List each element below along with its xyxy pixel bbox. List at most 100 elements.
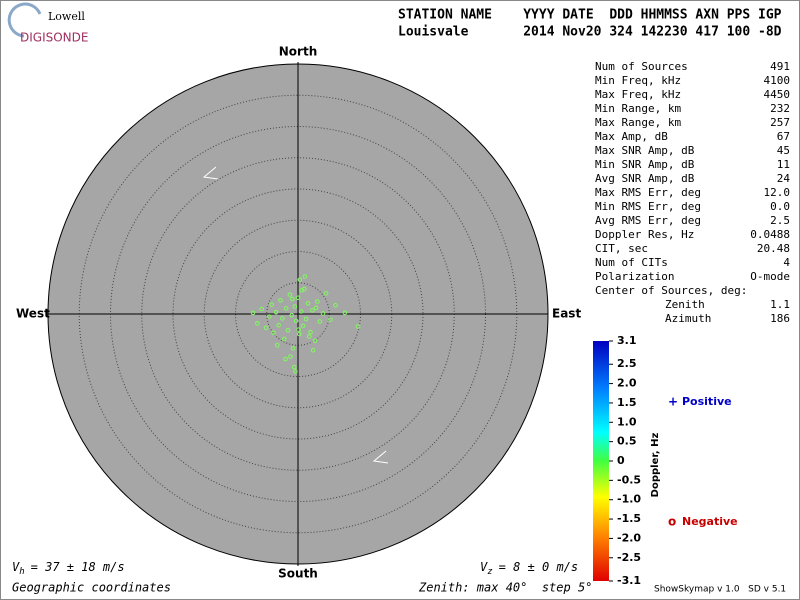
source-point — [291, 364, 297, 370]
source-point — [275, 342, 280, 348]
source-point — [255, 321, 260, 326]
source-point — [328, 317, 333, 322]
colorbar-tick-label: 3.1 — [617, 334, 637, 347]
stat-value: 0.0488 — [750, 228, 790, 241]
stat-label: Avg SNR Amp, dB — [595, 172, 695, 185]
stat-label: Max RMS Err, deg — [595, 186, 701, 199]
stat-value: 2.5 — [770, 214, 790, 227]
colorbar-tick-label: 1.0 — [617, 415, 637, 428]
colorbar-tick-label: -3.1 — [617, 574, 641, 587]
colorbar-tick-label: 0 — [617, 454, 625, 467]
source-point — [296, 331, 302, 337]
stat-label: Min RMS Err, deg — [595, 200, 701, 213]
coords: Geographic coordinates — [12, 581, 171, 595]
colorbar — [593, 341, 609, 581]
legend-label: Negative — [682, 515, 738, 528]
source-point — [250, 310, 256, 316]
source-point — [308, 329, 313, 335]
stat-value: 257 — [770, 116, 790, 129]
colorbar-tick-label: 0.5 — [617, 435, 637, 448]
colorbar-tick-label: 1.5 — [617, 396, 637, 409]
source-point — [297, 277, 303, 282]
source-point — [263, 325, 269, 331]
source-point — [266, 314, 272, 319]
header-line: Louisvale 2014 Nov20 324 142230 417 100 … — [398, 25, 782, 40]
source-point — [342, 310, 348, 316]
stat-label: Min Range, km — [595, 102, 681, 115]
source-point — [273, 309, 279, 315]
source-point — [292, 304, 298, 309]
stat-label: Min Freq, kHz — [595, 74, 681, 87]
wind-chevron — [202, 166, 219, 180]
source-point — [299, 287, 305, 293]
legend-marker: + — [668, 395, 678, 409]
colorbar-tick-label: -2.0 — [617, 531, 641, 544]
stat-value: 24 — [777, 172, 791, 185]
source-point — [271, 330, 276, 336]
stat-value: 20.48 — [757, 242, 790, 255]
logo-arc — [7, 2, 42, 38]
stat-label: Num of CITs — [595, 256, 668, 269]
source-point — [296, 327, 301, 332]
source-point — [298, 309, 304, 314]
source-point — [280, 316, 285, 321]
compass-label: West — [16, 307, 50, 321]
compass-label: North — [279, 45, 317, 59]
stat-value: 12.0 — [764, 186, 791, 199]
source-point — [305, 301, 311, 306]
source-point — [300, 323, 306, 329]
source-point — [293, 318, 299, 324]
source-point — [303, 316, 309, 322]
stat-label: CIT, sec — [595, 242, 648, 255]
stat-value: O-mode — [750, 270, 790, 283]
version: ShowSkymap v 1.0 SD v 5.1 — [654, 585, 786, 595]
source-point — [313, 305, 319, 311]
legend-label: Positive — [682, 395, 732, 408]
stat-value: 11 — [777, 158, 790, 171]
wind-chevron — [372, 450, 389, 464]
source-point — [259, 306, 265, 312]
source-point — [317, 319, 323, 324]
compass-label: East — [552, 307, 581, 321]
source-point — [288, 354, 293, 359]
colorbar-tick-label: -1.5 — [617, 512, 641, 525]
source-point — [289, 312, 295, 318]
colorbar-tick-label: -0.5 — [617, 473, 641, 486]
source-point — [302, 274, 308, 279]
stat-label: Max Range, km — [595, 116, 681, 129]
source-point — [320, 311, 326, 316]
stat-value: 4 — [783, 256, 790, 269]
stat-value: 4100 — [764, 74, 791, 87]
colorbar-label: Doppler, Hz — [650, 433, 661, 498]
source-point — [290, 296, 295, 302]
vz: Vz = 8 ± 0 m/s — [480, 560, 578, 577]
source-point — [278, 297, 283, 303]
source-point — [355, 324, 361, 329]
stat-value: 491 — [770, 60, 790, 73]
source-point — [315, 299, 320, 304]
stat-value: 4450 — [764, 88, 791, 101]
source-point — [285, 327, 291, 333]
stat-value: 232 — [770, 102, 790, 115]
center-label: Azimuth — [665, 312, 711, 325]
source-point — [310, 347, 316, 353]
logo-top: Lowell — [48, 10, 85, 23]
center-value: 1.1 — [770, 298, 790, 311]
stat-value: 67 — [777, 130, 790, 143]
source-point — [295, 295, 301, 301]
colorbar-tick-label: -2.5 — [617, 551, 641, 564]
center-label: Zenith — [665, 298, 705, 311]
source-point — [276, 322, 281, 328]
colorbar-tick-label: 2.0 — [617, 377, 637, 390]
zenith-note: Zenith: max 40° step 5° — [418, 581, 592, 595]
source-point — [306, 334, 312, 339]
source-point — [312, 338, 318, 344]
vh: Vh = 37 ± 18 m/s — [12, 560, 125, 577]
colorbar-tick-label: 2.5 — [617, 357, 637, 370]
colorbar-tick-label: -1.0 — [617, 493, 641, 506]
source-point — [290, 346, 296, 351]
stat-label: Polarization — [595, 270, 674, 283]
source-point — [269, 302, 275, 307]
legend-marker: o — [668, 515, 676, 529]
